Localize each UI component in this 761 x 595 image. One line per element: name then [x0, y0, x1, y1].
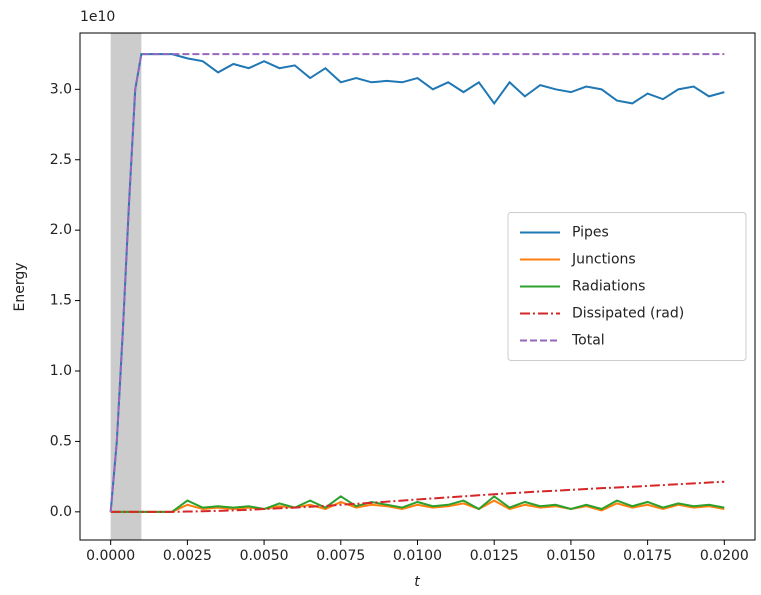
x-tick-label: 0.0125 — [470, 548, 519, 564]
series-line — [110, 495, 725, 513]
legend-box — [507, 212, 747, 361]
series-line — [110, 480, 725, 513]
x-tick-label: 0.0200 — [700, 548, 749, 564]
legend-label: Total — [571, 333, 605, 349]
x-axis-label: t — [414, 574, 420, 590]
y-tick-label: 2.5 — [50, 152, 72, 168]
x-tick-label: 0.0175 — [623, 548, 672, 564]
y-tick-label: 0.0 — [50, 504, 72, 520]
legend-label: Radiations — [572, 279, 645, 295]
y-tick-label: 3.0 — [50, 81, 72, 97]
y-tick-label: 0.5 — [50, 433, 72, 449]
y-tick-label: 2.0 — [50, 222, 72, 238]
legend-label: Dissipated (rad) — [572, 306, 684, 322]
x-tick-label: 0.0000 — [86, 548, 135, 564]
x-tick-label: 0.0075 — [316, 548, 365, 564]
series-line — [109, 53, 725, 512]
plot-frame — [79, 32, 756, 541]
y-axis-label: Energy — [12, 262, 28, 311]
x-tick-label: 0.0025 — [163, 548, 212, 564]
y-offset-label: 1e10 — [80, 9, 115, 25]
x-tick-label: 0.0050 — [240, 548, 289, 564]
x-tick-label: 0.0150 — [546, 548, 595, 564]
y-tick-label: 1.0 — [50, 363, 72, 379]
legend-label: Junctions — [571, 252, 636, 268]
legend-label: Pipes — [572, 225, 609, 241]
y-tick-label: 1.5 — [50, 293, 72, 309]
x-tick-label: 0.0100 — [393, 548, 442, 564]
